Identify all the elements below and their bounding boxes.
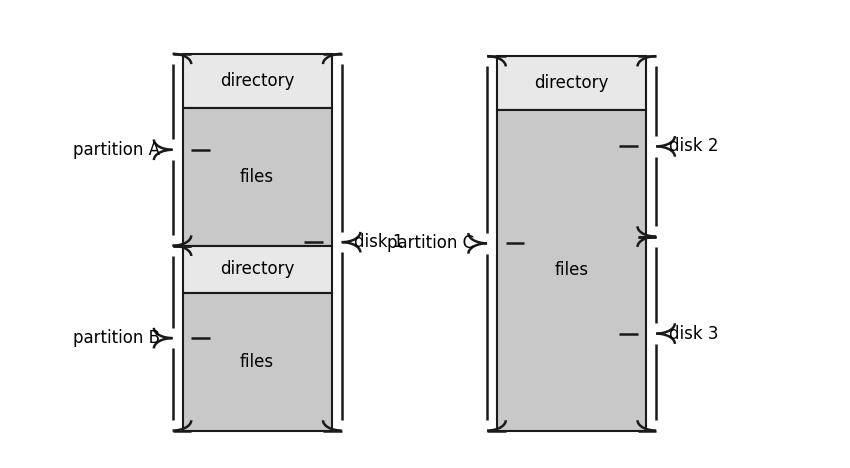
Text: directory: directory [220, 260, 294, 278]
Bar [183, 246, 332, 292]
Text: partition C: partition C [387, 234, 474, 252]
Bar [497, 110, 646, 431]
Text: directory: directory [535, 74, 609, 92]
Text: partition A: partition A [73, 141, 160, 159]
Text: directory: directory [220, 72, 294, 90]
Text: disk 2: disk 2 [669, 138, 718, 155]
Text: files: files [240, 352, 275, 371]
Text: files: files [554, 261, 589, 279]
Bar [183, 108, 332, 246]
Text: files: files [240, 168, 275, 186]
Text: disk 3: disk 3 [669, 325, 718, 343]
Bar [183, 54, 332, 108]
Bar [183, 292, 332, 431]
Text: disk 1: disk 1 [354, 233, 404, 251]
Text: partition B: partition B [73, 329, 160, 347]
Bar [497, 56, 646, 110]
